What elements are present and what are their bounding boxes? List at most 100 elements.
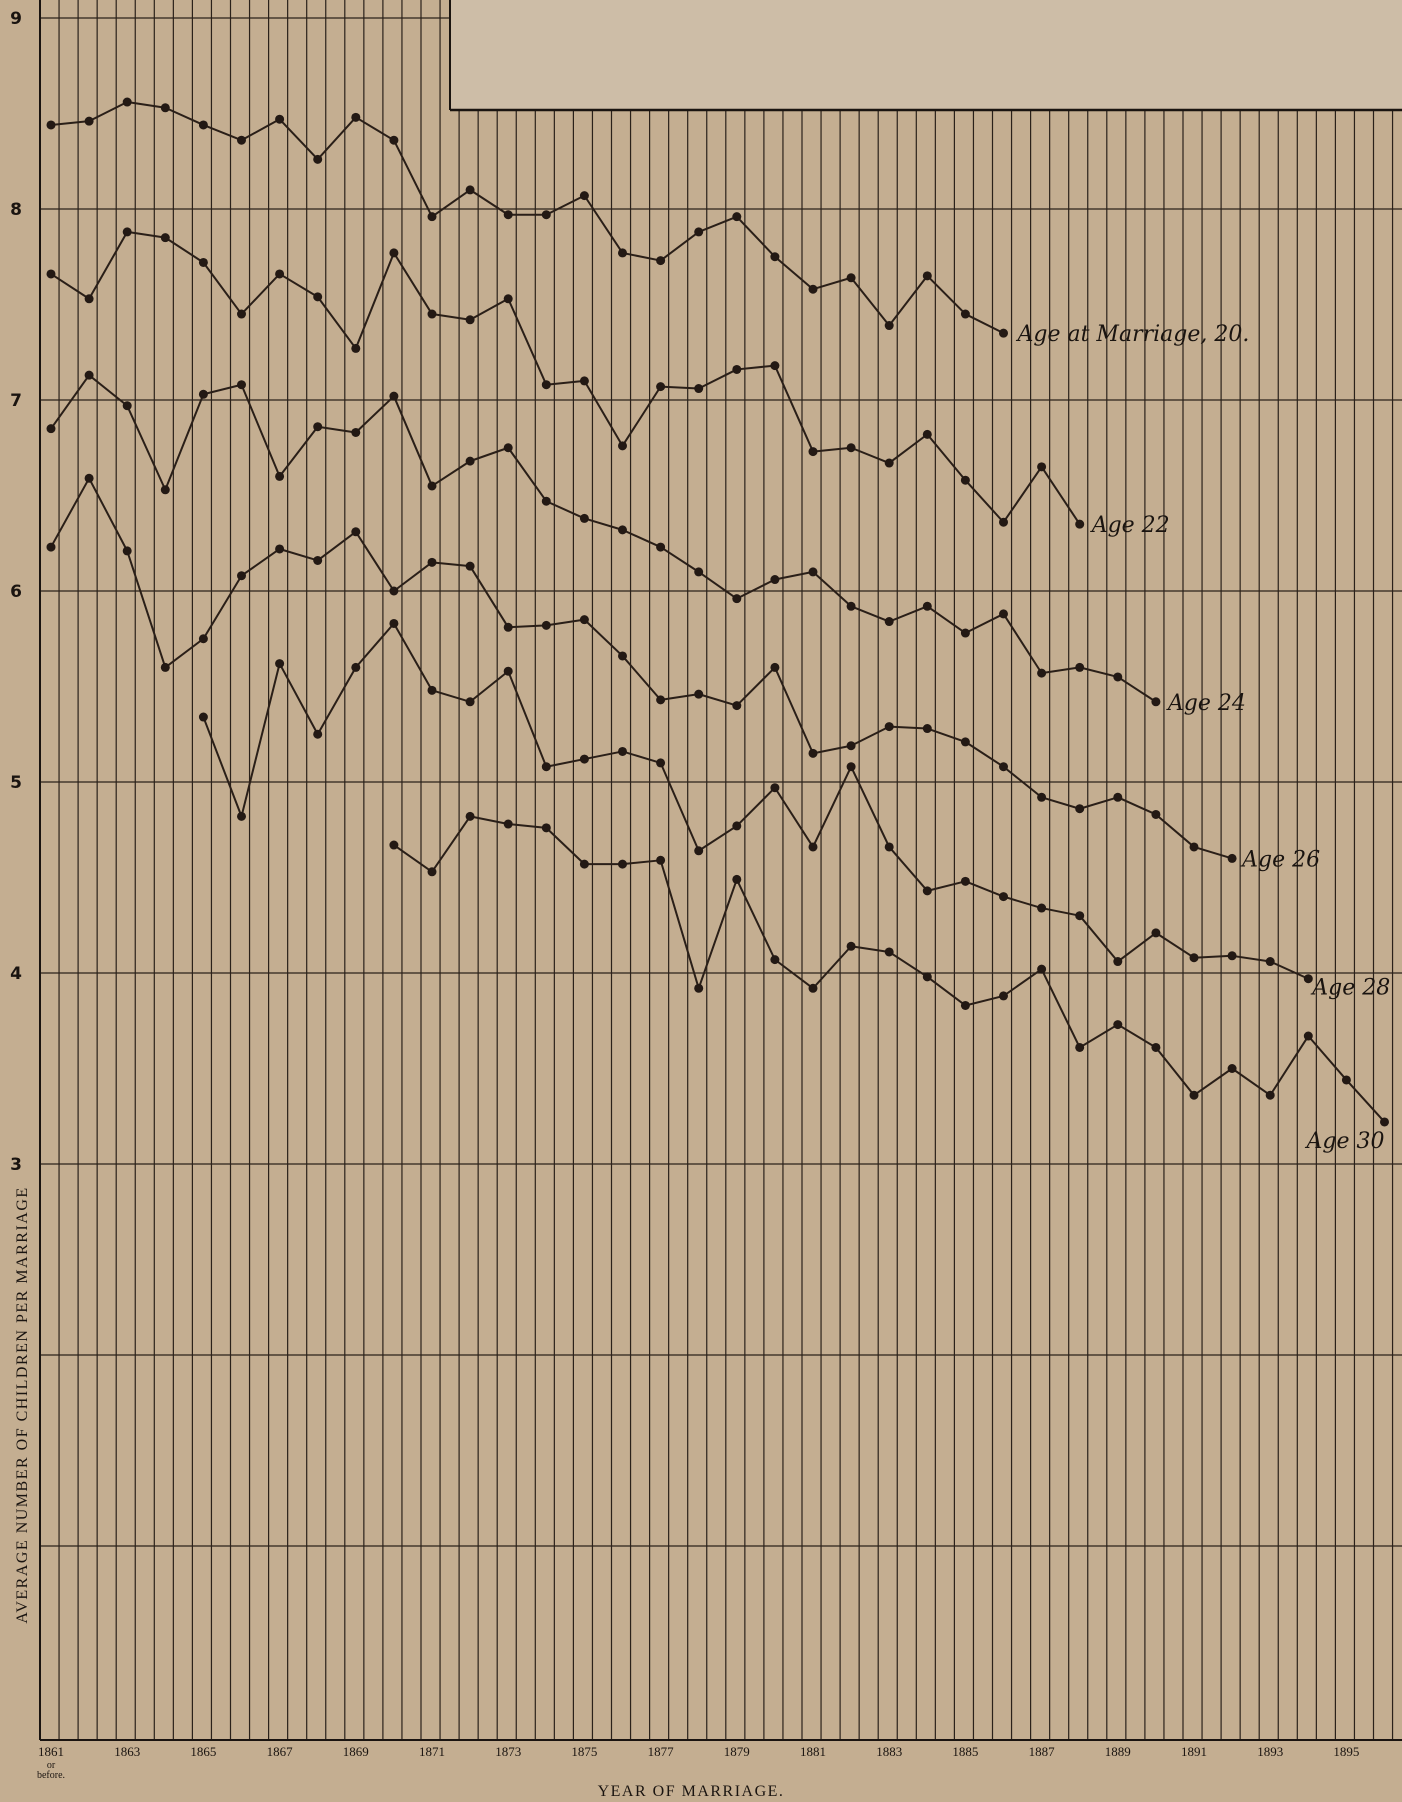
data-point — [579, 513, 589, 523]
data-point — [160, 662, 170, 672]
data-point — [198, 257, 208, 267]
x-tick-label: 1875 — [571, 1744, 597, 1759]
data-point — [694, 846, 704, 856]
frame — [39, 0, 1402, 1741]
data-point — [922, 886, 932, 896]
data-point — [389, 135, 399, 145]
data-point — [1075, 1042, 1085, 1052]
data-point — [999, 991, 1008, 1001]
series-label: Age 30 — [1305, 1129, 1385, 1154]
series-4: Age 26 — [46, 473, 1320, 872]
data-point — [960, 309, 970, 319]
data-point — [732, 821, 742, 831]
data-point — [579, 859, 589, 869]
data-point — [846, 273, 856, 283]
data-point — [465, 811, 475, 821]
data-point — [1037, 668, 1047, 678]
data-point — [770, 955, 780, 965]
data-point — [1151, 697, 1161, 707]
data-point — [656, 382, 666, 392]
data-point — [694, 567, 704, 577]
data-point — [351, 527, 361, 537]
data-point — [160, 233, 170, 243]
data-point — [770, 783, 780, 793]
y-tick-labels: 3 4 5 6 7 8 9 — [10, 9, 22, 1175]
data-point — [618, 746, 627, 756]
data-point — [846, 443, 856, 453]
data-point — [313, 422, 323, 432]
series-5: Age 28 — [198, 618, 1390, 1001]
data-point — [84, 116, 94, 126]
data-point — [770, 252, 780, 262]
data-point — [389, 840, 399, 850]
data-point — [427, 685, 437, 695]
data-point — [313, 292, 323, 302]
data-point — [656, 256, 666, 266]
y-tick-label: 9 — [10, 9, 22, 29]
data-point — [389, 586, 399, 596]
x-tick-label: 1893 — [1257, 1744, 1283, 1759]
y-tick-label: 8 — [10, 200, 22, 220]
data-point — [846, 762, 856, 772]
x-tick-label: 1873 — [495, 1744, 521, 1759]
data-point — [122, 97, 132, 107]
data-point — [160, 103, 170, 113]
data-point — [732, 701, 742, 711]
data-point — [1037, 792, 1047, 802]
series-layer: Age at Marriage, 20. Age 22 Age 24 Age 26 Ag… — [46, 97, 1390, 1154]
data-point — [122, 401, 132, 411]
x-tick-label: 1869 — [343, 1744, 369, 1759]
x-axis-label: YEAR OF MARRIAGE. — [598, 1783, 785, 1800]
data-point — [694, 384, 704, 394]
data-point — [1113, 792, 1123, 802]
data-point — [960, 737, 970, 747]
data-point — [618, 248, 627, 258]
data-point — [618, 441, 627, 451]
data-point — [84, 370, 94, 380]
data-point — [1227, 1064, 1237, 1073]
data-point — [1189, 1090, 1199, 1100]
data-point — [999, 328, 1008, 338]
data-point — [237, 380, 246, 390]
x-tick-note: before. — [37, 1770, 65, 1781]
data-point — [503, 819, 513, 829]
data-point — [884, 722, 894, 732]
data-point — [1075, 519, 1085, 529]
data-point — [884, 458, 894, 468]
x-tick-label: 1861 — [38, 1744, 64, 1759]
grid — [39, 0, 1402, 1740]
data-point — [1113, 957, 1123, 967]
data-point — [389, 248, 399, 258]
data-point — [1303, 1031, 1313, 1041]
data-point — [1189, 953, 1199, 963]
data-point — [275, 544, 285, 554]
x-tick-label: 1879 — [724, 1744, 750, 1759]
series-line — [50, 477, 1233, 860]
data-point — [198, 634, 208, 644]
data-point — [351, 662, 361, 672]
data-point — [1341, 1075, 1351, 1085]
data-point — [846, 941, 856, 951]
y-tick-label: 4 — [10, 964, 22, 984]
data-point — [732, 874, 742, 884]
data-point — [503, 210, 513, 220]
series-label: Age at Marriage, 20. — [1016, 322, 1250, 347]
data-point — [427, 867, 437, 877]
data-point — [999, 762, 1008, 772]
data-point — [694, 983, 704, 993]
data-point — [808, 567, 818, 577]
data-point — [922, 429, 932, 439]
data-point — [999, 892, 1008, 902]
data-point — [960, 1000, 970, 1010]
data-point — [351, 343, 361, 353]
data-point — [389, 391, 399, 401]
data-point — [1037, 964, 1047, 974]
data-point — [1113, 672, 1123, 682]
data-point — [579, 191, 589, 201]
y-tick-label: 6 — [10, 582, 22, 602]
data-point — [884, 617, 894, 627]
data-point — [84, 473, 94, 483]
data-point — [1113, 1020, 1123, 1030]
